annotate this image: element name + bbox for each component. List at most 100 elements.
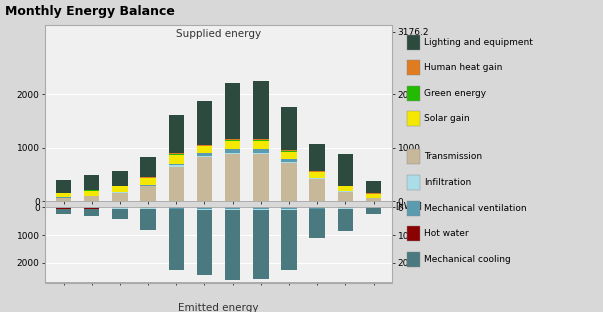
Bar [84,175,99,190]
Text: Solar gain: Solar gain [424,115,470,123]
Bar [282,163,297,201]
Text: Mechanical ventilation: Mechanical ventilation [424,204,526,212]
Bar [112,186,128,187]
Bar [282,152,297,159]
Bar [225,209,241,210]
Bar [112,207,128,208]
Bar [56,197,71,198]
Bar [56,207,71,208]
Bar [338,191,353,192]
Bar [253,207,268,209]
Bar [225,140,241,141]
Bar [282,210,297,270]
Bar [169,115,184,154]
Bar [282,151,297,152]
Text: Hot water: Hot water [424,229,469,238]
Text: Transmission: Transmission [424,153,482,161]
Bar [253,141,268,149]
Bar [169,207,184,209]
Bar [253,149,268,153]
Bar [225,207,241,209]
Bar [197,209,212,210]
Bar [309,171,325,172]
Bar [225,149,241,153]
Text: Supplied energy: Supplied energy [176,29,261,39]
Bar [197,101,212,145]
Bar [225,83,241,139]
Bar [169,167,184,201]
Text: Lighting and equipment: Lighting and equipment [424,38,533,46]
Bar [282,150,297,151]
Bar [225,139,241,140]
Bar [84,207,99,208]
Bar [56,198,71,201]
Bar [338,187,353,191]
Bar [84,196,99,197]
Bar [309,173,325,178]
Bar [197,145,212,146]
Bar [197,153,212,156]
Bar [169,165,184,167]
Text: Infiltration: Infiltration [424,178,471,187]
Bar [282,207,297,209]
Bar [84,197,99,201]
Bar [282,107,297,150]
Bar [338,209,353,232]
Bar [56,180,71,193]
Bar [169,155,184,164]
Bar [84,208,99,216]
Bar [366,208,381,214]
Bar [366,207,381,208]
Bar [112,193,128,201]
Bar [225,141,241,149]
Bar [225,153,241,154]
Bar [140,178,156,185]
Bar [197,210,212,275]
Bar [366,194,381,197]
Bar [282,209,297,210]
Bar [309,172,325,173]
Bar [112,192,128,193]
Bar [309,179,325,201]
Bar [112,209,128,219]
Bar [140,207,156,208]
Bar [56,193,71,197]
Bar [338,154,353,186]
Bar [309,209,325,238]
Bar [282,159,297,162]
Bar [197,158,212,201]
Bar [309,178,325,179]
Bar [197,156,212,158]
Bar [253,140,268,141]
Text: Human heat gain: Human heat gain [424,63,502,72]
Bar [140,209,156,230]
Bar [338,186,353,187]
Bar [282,162,297,163]
Bar [366,181,381,193]
Bar [112,187,128,192]
Bar [253,154,268,201]
Bar [169,154,184,155]
Bar [338,192,353,201]
Bar [84,190,99,191]
Bar [140,157,156,177]
Bar [225,154,241,201]
Bar [253,210,268,279]
Bar [169,209,184,271]
Bar [253,153,268,154]
Text: [kWh]: [kWh] [395,201,422,210]
Bar [309,144,325,171]
Bar [225,210,241,280]
Text: Emitted energy: Emitted energy [178,303,259,312]
Bar [253,209,268,210]
Text: Green energy: Green energy [424,89,486,98]
Bar [56,208,71,214]
Bar [140,185,156,186]
Bar [309,207,325,209]
Bar [197,207,212,209]
Bar [140,177,156,178]
Text: Monthly Energy Balance: Monthly Energy Balance [5,5,175,18]
Bar [197,146,212,153]
Bar [140,186,156,201]
Bar [112,171,128,186]
